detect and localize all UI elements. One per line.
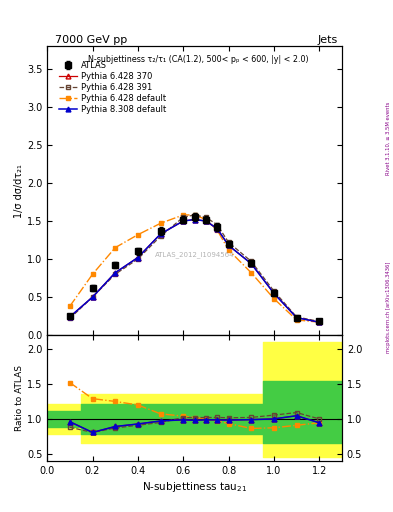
Pythia 6.428 391 (272, 288, 276, 294)
Text: ATLAS_2012_I1094564: ATLAS_2012_I1094564 (155, 251, 234, 258)
Pythia 8.308 default (68, 314, 72, 320)
Pythia 8.308 default (272, 290, 276, 296)
Pythia 6.428 default (204, 217, 208, 223)
Pythia 6.428 391 (181, 214, 185, 220)
Y-axis label: 1/σ dσ/dτ₂₁: 1/σ dσ/dτ₂₁ (14, 164, 24, 218)
Pythia 8.308 default (294, 314, 299, 321)
Text: mcplots.cern.ch [arXiv:1306.3436]: mcplots.cern.ch [arXiv:1306.3436] (386, 262, 391, 353)
Pythia 8.308 default (249, 261, 253, 267)
Text: 7000 GeV pp: 7000 GeV pp (55, 35, 127, 45)
Pythia 8.308 default (317, 319, 321, 325)
Pythia 6.428 370 (294, 314, 299, 321)
Pythia 8.308 default (136, 254, 140, 261)
Pythia 6.428 370 (317, 319, 321, 325)
Pythia 6.428 370 (68, 314, 72, 320)
Y-axis label: Ratio to ATLAS: Ratio to ATLAS (15, 365, 24, 431)
Pythia 6.428 391 (226, 239, 231, 245)
Pythia 6.428 370 (136, 254, 140, 261)
Pythia 8.308 default (192, 217, 197, 223)
Pythia 6.428 391 (294, 314, 299, 320)
Pythia 6.428 default (226, 247, 231, 253)
X-axis label: N-subjettiness tau$_{21}$: N-subjettiness tau$_{21}$ (142, 480, 247, 494)
Pythia 6.428 370 (113, 270, 118, 276)
Text: N-subjettiness τ₂/τ₁ (CA(1.2), 500< pₚ < 600, |y| < 2.0): N-subjettiness τ₂/τ₁ (CA(1.2), 500< pₚ <… (88, 55, 309, 64)
Pythia 6.428 370 (158, 231, 163, 237)
Pythia 8.308 default (215, 226, 220, 232)
Pythia 6.428 370 (249, 261, 253, 267)
Text: Rivet 3.1.10, ≥ 3.5M events: Rivet 3.1.10, ≥ 3.5M events (386, 101, 391, 175)
Pythia 6.428 default (68, 303, 72, 309)
Pythia 6.428 default (272, 295, 276, 302)
Pythia 8.308 default (90, 294, 95, 300)
Pythia 6.428 default (158, 220, 163, 226)
Pythia 8.308 default (204, 218, 208, 224)
Pythia 6.428 370 (181, 218, 185, 224)
Pythia 6.428 370 (215, 226, 220, 232)
Pythia 6.428 391 (158, 233, 163, 239)
Pythia 6.428 370 (204, 218, 208, 224)
Pythia 6.428 370 (192, 217, 197, 223)
Pythia 8.308 default (181, 218, 185, 224)
Pythia 6.428 391 (215, 222, 220, 228)
Pythia 8.308 default (226, 242, 231, 248)
Pythia 6.428 default (90, 271, 95, 278)
Line: Pythia 6.428 default: Pythia 6.428 default (68, 212, 321, 325)
Pythia 6.428 391 (249, 258, 253, 264)
Pythia 6.428 391 (204, 214, 208, 220)
Pythia 6.428 391 (113, 271, 118, 278)
Pythia 6.428 391 (90, 294, 95, 300)
Pythia 6.428 default (215, 227, 220, 233)
Pythia 6.428 391 (68, 315, 72, 322)
Line: Pythia 6.428 370: Pythia 6.428 370 (68, 217, 321, 325)
Pythia 6.428 default (192, 212, 197, 218)
Pythia 8.308 default (113, 270, 118, 276)
Pythia 8.308 default (158, 231, 163, 237)
Pythia 6.428 default (317, 319, 321, 325)
Pythia 6.428 default (181, 212, 185, 218)
Line: Pythia 6.428 391: Pythia 6.428 391 (68, 212, 321, 324)
Legend: ATLAS, Pythia 6.428 370, Pythia 6.428 391, Pythia 6.428 default, Pythia 8.308 de: ATLAS, Pythia 6.428 370, Pythia 6.428 39… (57, 59, 167, 116)
Pythia 6.428 391 (136, 256, 140, 262)
Pythia 6.428 default (294, 317, 299, 323)
Pythia 6.428 370 (90, 294, 95, 300)
Pythia 6.428 391 (317, 318, 321, 325)
Pythia 6.428 370 (272, 290, 276, 296)
Pythia 6.428 370 (226, 242, 231, 248)
Pythia 6.428 default (113, 245, 118, 251)
Pythia 6.428 default (136, 231, 140, 238)
Text: Jets: Jets (318, 35, 338, 45)
Line: Pythia 8.308 default: Pythia 8.308 default (68, 217, 321, 325)
Pythia 6.428 default (249, 270, 253, 276)
Pythia 6.428 391 (192, 212, 197, 218)
